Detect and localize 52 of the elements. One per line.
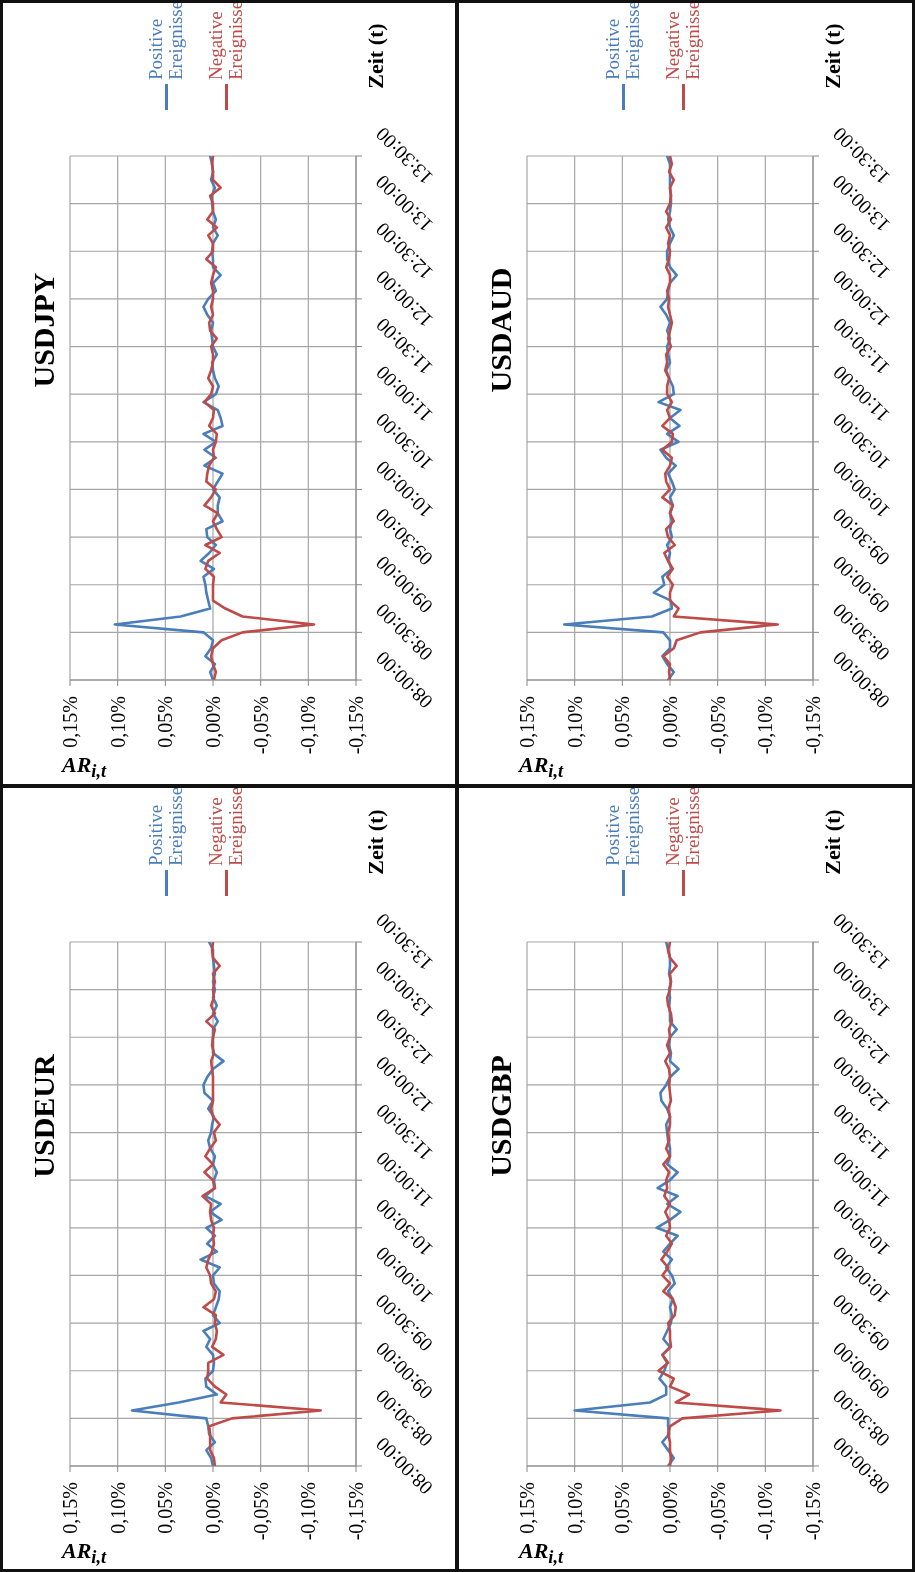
x-axis-title: AR$_{i,t}$ xyxy=(62,1538,107,1569)
line-series xyxy=(661,156,780,680)
x-tick-label: -0,10% xyxy=(297,696,320,755)
x-tick-label: 0,10% xyxy=(106,1482,129,1534)
x-tick-label: 0,05% xyxy=(154,696,177,748)
text: Negative Ereignisse xyxy=(662,785,703,866)
text: Positive Ereignisse xyxy=(145,785,186,866)
x-tick-label: 0,00% xyxy=(659,696,681,748)
x-tick-label: -0,05% xyxy=(249,696,272,755)
x-tick-label: -0,10% xyxy=(754,696,777,755)
text: USDGBP xyxy=(484,1055,518,1177)
line-series xyxy=(203,156,316,680)
y-axis-title: Zeit (t) xyxy=(363,23,389,89)
x-tick-label: 0,05% xyxy=(611,696,634,748)
y-axis-title: Zeit (t) xyxy=(363,809,389,875)
x-tick-label: -0,15% xyxy=(802,696,824,755)
x-tick-label: -0,10% xyxy=(754,1482,777,1541)
x-tick-label: 0,10% xyxy=(563,1482,586,1534)
text: Positive Ereignisse xyxy=(602,785,643,866)
x-tick-label: 0,00% xyxy=(202,696,224,748)
x-tick-label: 0,15% xyxy=(516,696,538,748)
x-tick-label: -0,05% xyxy=(706,696,729,755)
x-tick-label: 0,15% xyxy=(59,1482,81,1534)
x-tick-label: 0,15% xyxy=(516,1482,538,1534)
x-tick-label: -0,15% xyxy=(345,696,367,755)
x-tick-label: 0,05% xyxy=(611,1482,634,1534)
text: USDJPY xyxy=(27,272,61,388)
text: USDEUR xyxy=(27,1054,61,1178)
x-tick-label: -0,10% xyxy=(297,1482,320,1541)
x-axis-title: AR$_{i,t}$ xyxy=(519,1538,564,1569)
x-tick-label: 0,00% xyxy=(659,1482,681,1534)
line-series xyxy=(201,942,323,1466)
text: Negative Ereignisse xyxy=(205,785,246,866)
x-axis-title: AR$_{i,t}$ xyxy=(62,752,107,783)
x-tick-label: -0,15% xyxy=(345,1482,367,1541)
x-tick-label: -0,15% xyxy=(802,1482,824,1541)
x-axis-title: AR$_{i,t}$ xyxy=(519,752,564,783)
text: Negative Ereignisse xyxy=(205,0,246,80)
text: Positive Ereignisse xyxy=(145,0,186,80)
line-series xyxy=(657,942,782,1466)
x-tick-label: 0,15% xyxy=(59,696,81,748)
x-tick-label: -0,05% xyxy=(706,1482,729,1541)
x-tick-label: 0,10% xyxy=(106,696,129,748)
y-axis-title: Zeit (t) xyxy=(820,809,846,875)
text: USDAUD xyxy=(484,267,518,393)
text: Negative Ereignisse xyxy=(662,0,703,80)
y-axis-title: Zeit (t) xyxy=(820,23,846,89)
x-tick-label: 0,10% xyxy=(563,696,586,748)
x-tick-label: 0,00% xyxy=(202,1482,224,1534)
x-tick-label: -0,05% xyxy=(249,1482,272,1541)
x-tick-label: 0,05% xyxy=(154,1482,177,1534)
text: Positive Ereignisse xyxy=(602,0,643,80)
